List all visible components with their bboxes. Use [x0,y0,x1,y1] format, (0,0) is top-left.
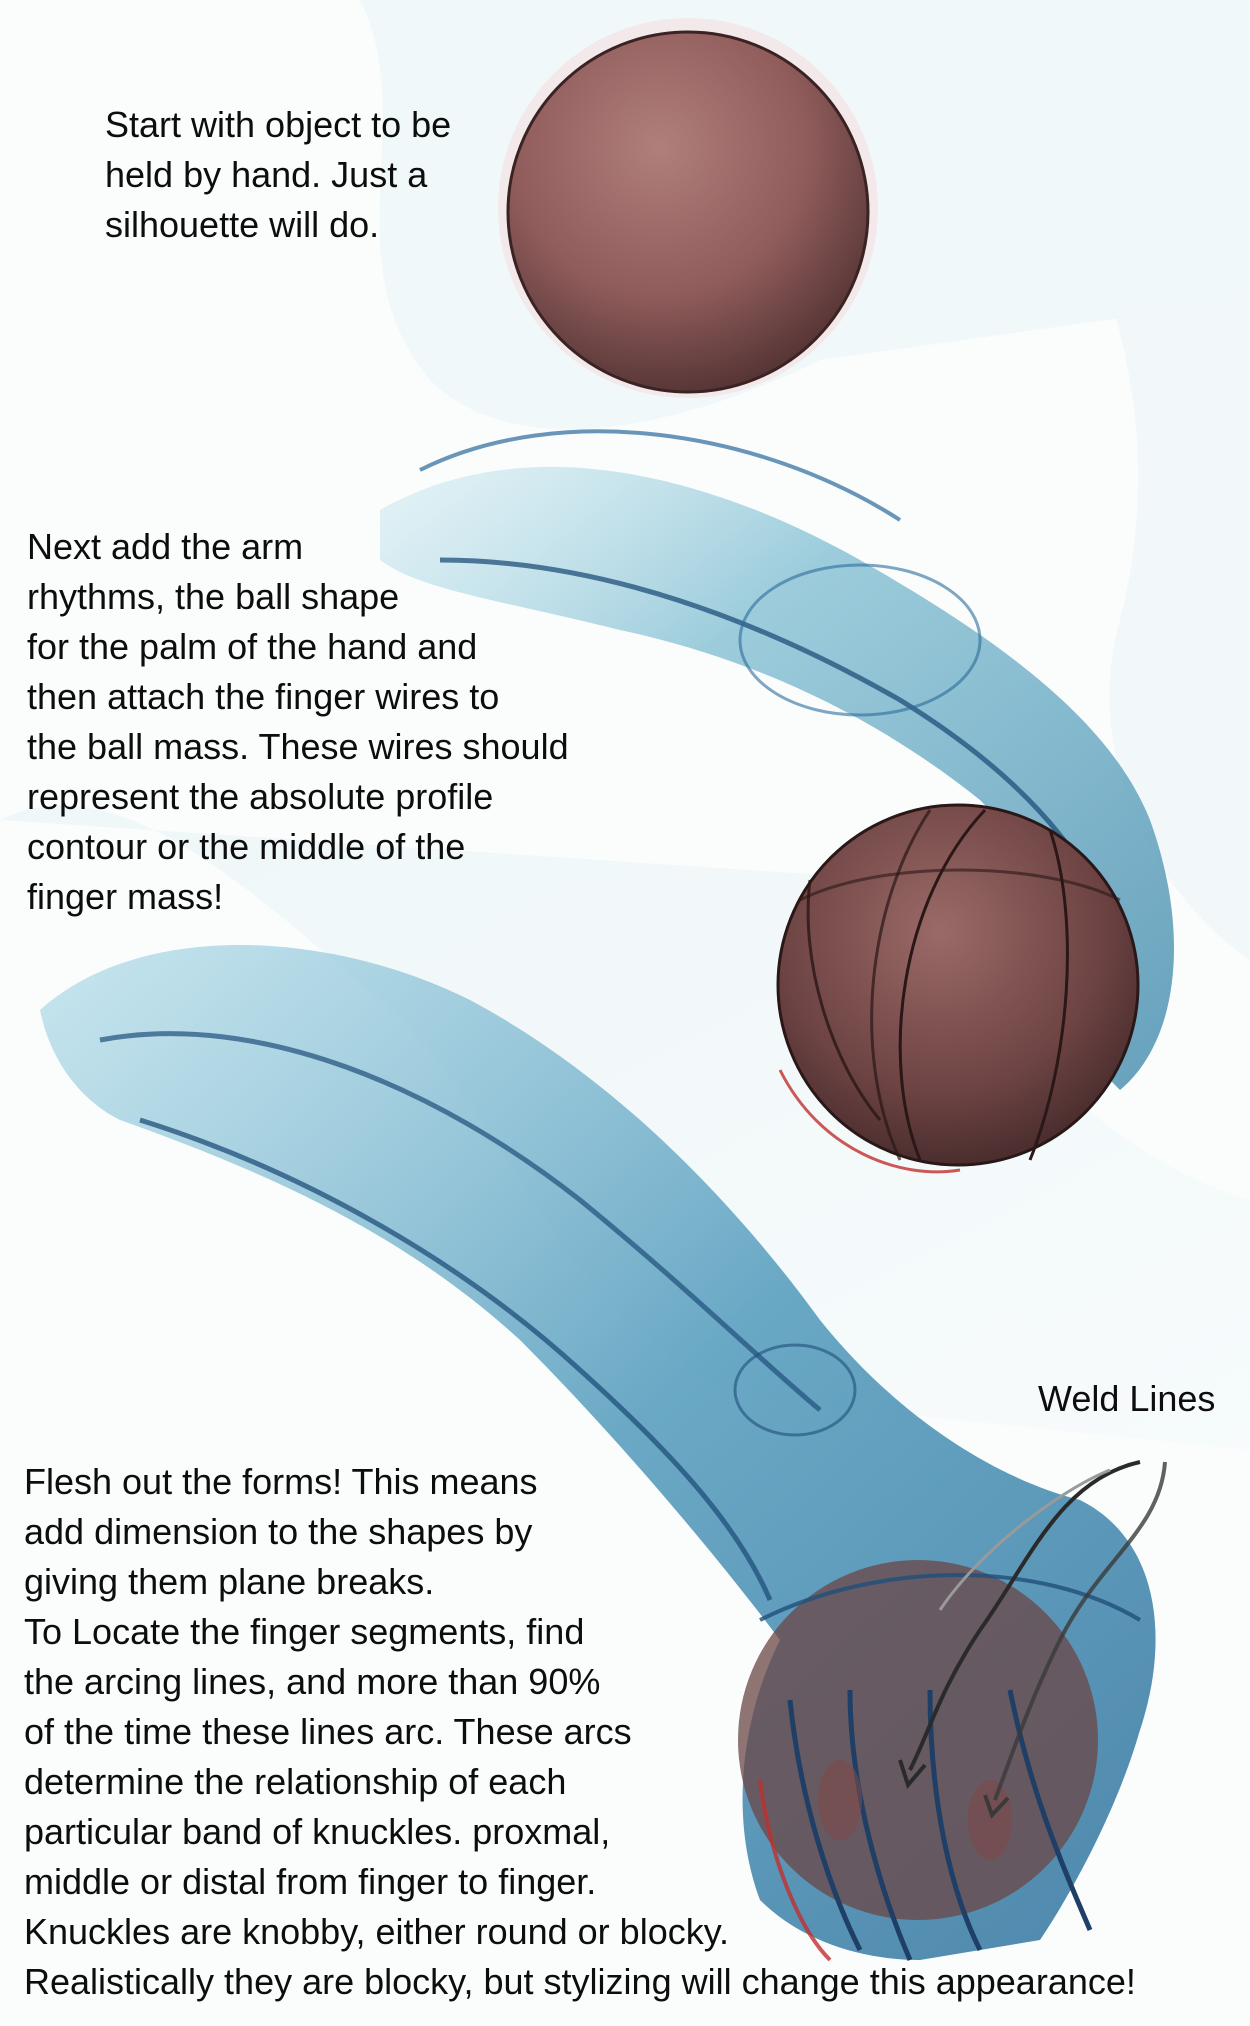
fleshed-arm-hand [40,945,1156,1962]
note-line: silhouette will do. [105,204,380,245]
ball-silhouette [498,18,878,398]
note-line: middle or distal from finger to finger. [24,1861,597,1902]
note-line: the arcing lines, and more than 90% [24,1661,601,1702]
note-line: the ball mass. These wires should [27,726,569,767]
weld-lines-label: Weld Lines [1038,1374,1238,1424]
arm-rhythm-sketch [380,429,1174,1174]
note-line: rhythms, the ball shape [27,576,400,617]
step-3-note: Flesh out the forms! This means add dime… [24,1457,1234,2007]
note-line: Start with object to be [105,104,452,145]
note-line: held by hand. Just a [105,154,428,195]
note-line: for the palm of the hand and [27,626,478,667]
callout-label: Weld Lines [1038,1378,1216,1419]
note-line: giving them plane breaks. [24,1561,435,1602]
note-line: particular band of knuckles. proxmal, [24,1811,611,1852]
note-line: Flesh out the forms! This means [24,1461,538,1502]
step-2-note: Next add the arm rhythms, the ball shape… [27,522,667,922]
note-line: Next add the arm [27,526,304,567]
note-line: Knuckles are knobby, either round or blo… [24,1911,730,1952]
note-line: of the time these lines arc. These arcs [24,1711,632,1752]
note-line: finger mass! [27,876,224,917]
note-line: add dimension to the shapes by [24,1511,533,1552]
note-line: determine the relationship of each [24,1761,567,1802]
weld-lines-arrows [898,1460,1167,1819]
note-line: then attach the finger wires to [27,676,500,717]
note-line: Realistically they are blocky, but styli… [24,1961,1136,2002]
note-line: represent the absolute profile [27,776,494,817]
note-line: To Locate the finger segments, find [24,1611,585,1652]
note-line: contour or the middle of the [27,826,466,867]
step-1-note: Start with object to be held by hand. Ju… [105,100,525,250]
